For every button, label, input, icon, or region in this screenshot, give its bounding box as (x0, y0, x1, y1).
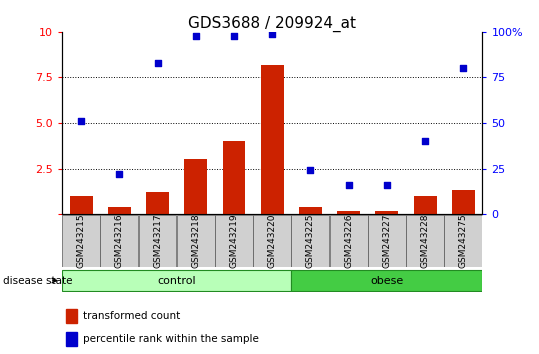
Bar (261, 65, 284, 214)
Text: GSM243227: GSM243227 (382, 214, 391, 268)
Text: percentile rank within the sample: percentile rank within the sample (83, 334, 259, 344)
Text: GSM243219: GSM243219 (230, 214, 238, 268)
Text: GSM243225: GSM243225 (306, 214, 315, 268)
Text: GSM243217: GSM243217 (153, 214, 162, 268)
Bar (413, 196, 437, 214)
Text: GSM243220: GSM243220 (268, 214, 277, 268)
Text: control: control (157, 275, 196, 286)
Bar (62, 215, 100, 267)
Bar (444, 215, 482, 267)
Text: disease state: disease state (3, 275, 72, 286)
Bar (66, 309, 77, 323)
Title: GDS3688 / 209924_at: GDS3688 / 209924_at (188, 16, 356, 32)
Text: GSM243218: GSM243218 (191, 214, 201, 268)
Bar (108, 207, 131, 214)
Text: GSM243215: GSM243215 (77, 214, 86, 268)
Text: GSM243275: GSM243275 (459, 214, 468, 268)
Bar (70, 196, 93, 214)
Point (230, 33, 238, 38)
Bar (292, 215, 329, 267)
Bar (146, 192, 169, 214)
Point (383, 182, 391, 188)
Bar (375, 211, 398, 214)
Point (421, 138, 430, 144)
Bar (62, 270, 291, 291)
Text: GSM243216: GSM243216 (115, 214, 124, 268)
Point (306, 167, 315, 173)
Text: obese: obese (370, 275, 404, 286)
Bar (100, 215, 138, 267)
Point (115, 171, 123, 177)
Bar (177, 215, 215, 267)
Bar (184, 159, 207, 214)
Point (344, 182, 353, 188)
Text: transformed count: transformed count (83, 311, 180, 321)
Bar (337, 211, 360, 214)
Point (459, 65, 468, 71)
Bar (223, 141, 245, 214)
Bar (452, 190, 475, 214)
Bar (299, 207, 322, 214)
Bar (215, 215, 253, 267)
Bar (368, 215, 406, 267)
Bar (253, 215, 291, 267)
Text: GSM243228: GSM243228 (420, 214, 430, 268)
Bar (406, 215, 444, 267)
Point (153, 60, 162, 66)
Point (268, 31, 277, 36)
Bar (291, 270, 482, 291)
Bar (66, 332, 77, 346)
Bar (330, 215, 368, 267)
Bar (139, 215, 176, 267)
Point (77, 118, 85, 124)
Point (191, 33, 200, 38)
Text: GSM243226: GSM243226 (344, 214, 353, 268)
